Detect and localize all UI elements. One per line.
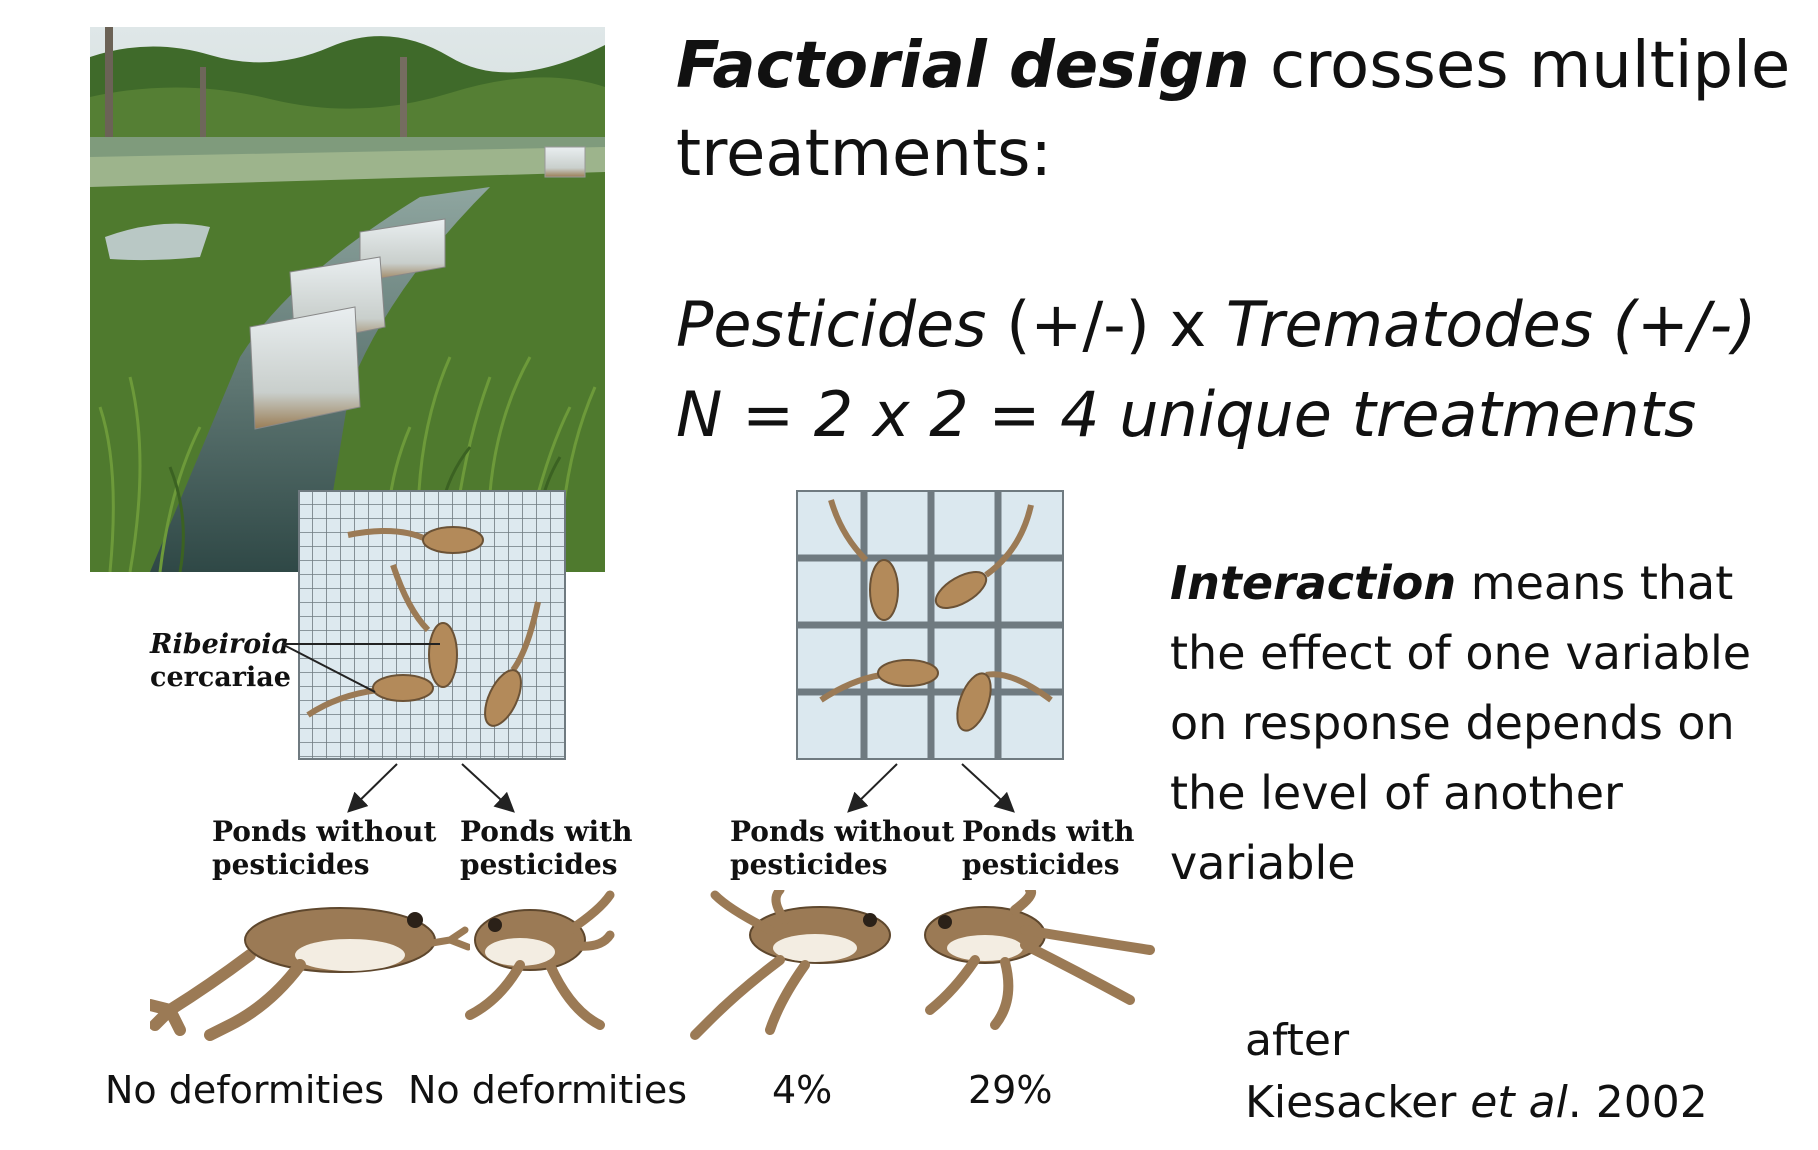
- treatment-count: N = 2 x 2 = 4 unique treatments: [676, 378, 1697, 451]
- citation-author: Kiesacker: [1245, 1077, 1471, 1128]
- citation-etal: et al: [1470, 1077, 1568, 1128]
- outcome-pesticide-no-trematode: No deformities: [408, 1068, 688, 1112]
- parasite-stage: cercariae: [150, 662, 291, 693]
- tadpole: [828, 499, 899, 621]
- frog-deformed-4pct: [690, 890, 891, 1040]
- treatment-count-line: N = 2 x 2 = 4 unique treatments: [676, 370, 1796, 460]
- factor-trematodes: Trematodes (+/-): [1225, 288, 1757, 361]
- enclosure-cages: [249, 146, 586, 430]
- parasite-pointer-lines: [281, 643, 440, 693]
- outcome-no-pesticide-no-trematode: No deformities: [105, 1068, 385, 1112]
- label-ponds-without-pesticides-left: Ponds without pesticides: [212, 815, 437, 881]
- tadpole: [819, 659, 939, 703]
- interaction-term: Interaction: [1170, 556, 1457, 610]
- tadpole: [934, 504, 1034, 609]
- citation-year: . 2002: [1567, 1077, 1708, 1128]
- factors-line: Pesticides (+/-) x Trematodes (+/-): [676, 280, 1796, 370]
- treatment-arrows: [347, 763, 1015, 813]
- factor-pesticides: Pesticides: [676, 288, 987, 361]
- outcome-trematode-with-pesticide: 29%: [968, 1068, 1053, 1112]
- interaction-definition: Interaction means that the effect of one…: [1170, 548, 1810, 898]
- pond-enclosure-photo: [90, 27, 605, 572]
- tadpole: [306, 674, 434, 718]
- design-description: Pesticides (+/-) x Trematodes (+/-) N = …: [676, 280, 1796, 460]
- tadpole: [347, 526, 484, 554]
- factor-levels: (+/-) x: [986, 288, 1226, 361]
- tadpole: [390, 564, 458, 688]
- frog-normal-2: [465, 890, 615, 1030]
- title-emphasis: Factorial design: [676, 29, 1250, 103]
- frog-deformed-29pct: [924, 890, 1155, 1030]
- outcome-trematode-no-pesticide: 4%: [772, 1068, 833, 1112]
- fine-mesh-enclosure: [298, 490, 566, 760]
- tadpole: [956, 671, 1053, 732]
- citation: after Kiesacker et al. 2002: [1245, 1010, 1708, 1134]
- title-rest: crosses multiple treatments:: [676, 29, 1791, 191]
- coarse-mesh-enclosure: [796, 490, 1064, 760]
- citation-prefix: after: [1245, 1015, 1350, 1066]
- parasite-genus: Ribeiroia: [150, 629, 289, 660]
- frog-normal-1: [150, 907, 470, 1041]
- interaction-explanation: means that the effect of one variable on…: [1170, 556, 1752, 890]
- label-ponds-without-pesticides-right: Ponds without pesticides: [730, 815, 955, 881]
- slide-title: Factorial design crosses multiple treatm…: [676, 22, 1796, 198]
- tadpole: [484, 601, 541, 727]
- label-ponds-with-pesticides-left: Ponds with pesticides: [460, 815, 633, 881]
- parasite-label: Ribeiroia cercariae: [150, 628, 291, 694]
- label-ponds-with-pesticides-right: Ponds with pesticides: [962, 815, 1135, 881]
